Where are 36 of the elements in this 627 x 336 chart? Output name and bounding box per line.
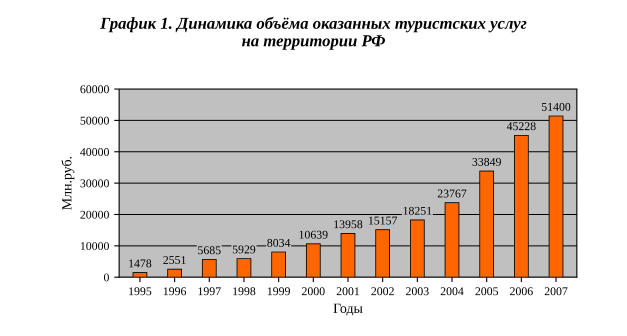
data-label: 45228	[506, 122, 536, 130]
data-label: 5929	[232, 245, 256, 254]
x-tick-label: 2005	[475, 287, 498, 296]
data-label: 15157	[368, 216, 398, 224]
data-label: 10639	[300, 230, 328, 239]
data-label: 1478	[129, 259, 152, 268]
x-tick-label: 1997	[198, 287, 221, 296]
x-tick-label: 1998	[233, 287, 256, 296]
y-tick-label: 0	[104, 273, 109, 282]
x-tick-label: 1996	[164, 287, 186, 296]
data-label: 13958	[334, 220, 362, 228]
x-tick-label: 1999	[268, 287, 290, 296]
x-tick-label: 2001	[336, 287, 360, 296]
x-tick-label: 2000	[302, 287, 325, 296]
data-label: 5685	[198, 246, 221, 254]
x-tick-label: 2002	[371, 287, 394, 296]
chart-title: График 1. Динамика объёма оказанных туристских услуг на территории РФ	[100, 16, 526, 50]
data-label: 23767	[438, 190, 466, 198]
y-tick-label: 30000	[80, 179, 109, 188]
x-tick-label: 2003	[406, 287, 429, 296]
data-label: 33849	[472, 158, 501, 166]
y-tick-label: 10000	[80, 242, 109, 250]
x-axis-title: Годы	[334, 304, 363, 316]
y-tick-label: 50000	[80, 116, 109, 125]
data-label: 8034	[267, 238, 290, 247]
x-tick-label: 2006	[510, 287, 533, 296]
data-label: 18251	[404, 206, 432, 215]
data-label: 51400	[542, 102, 570, 111]
y-axis-title: Млн.руб.	[61, 156, 74, 210]
data-label: 2551	[163, 256, 186, 264]
x-tick-label: 1995	[129, 287, 152, 296]
x-tick-label: 2004	[440, 287, 464, 296]
y-tick-label: 20000	[80, 210, 109, 219]
y-tick-label: 60000	[80, 85, 109, 94]
x-tick-label: 2007	[544, 287, 568, 296]
y-tick-label: 40000	[80, 148, 109, 156]
